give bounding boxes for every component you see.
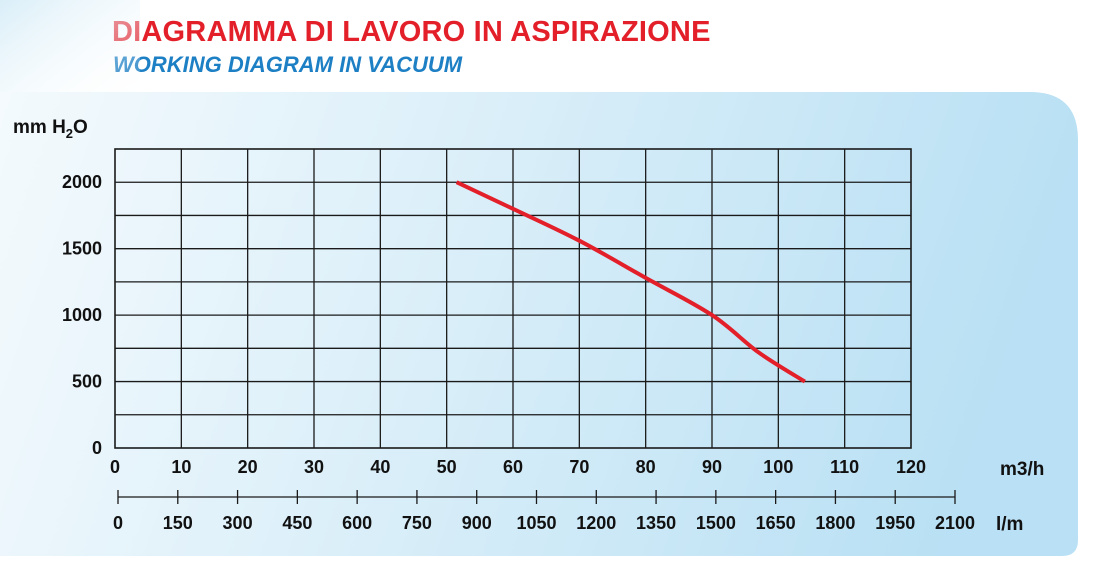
y-tick-label: 0	[92, 438, 102, 458]
x2-tick-label: 1650	[756, 513, 796, 533]
y-axis-label-tail: O	[73, 117, 88, 138]
y-tick-labels: 0 500 1000 1500 2000	[62, 172, 102, 458]
x2-tick-label: 150	[163, 513, 193, 533]
x2-tick-label: 2100	[935, 513, 975, 533]
x-tick-label: 110	[830, 457, 859, 477]
x-tick-label: 50	[437, 457, 457, 477]
x-tick-label: 30	[304, 457, 324, 477]
x2-tick-label: 1950	[875, 513, 915, 533]
x-tick-label: 80	[636, 457, 656, 477]
y-axis-label: mm H2O	[13, 117, 88, 141]
x2-tick-label: 600	[342, 513, 372, 533]
x-tick-label: 40	[370, 457, 390, 477]
x-tick-label: 10	[171, 457, 191, 477]
y-tick-label: 1000	[62, 305, 102, 325]
title-italian: DIAGRAMMA DI LAVORO IN ASPIRAZIONE	[112, 16, 711, 48]
corner-swoosh	[0, 0, 140, 110]
x-axis-label: m3/h	[1000, 459, 1044, 480]
grid-lines	[114, 148, 912, 449]
performance-curve	[455, 180, 806, 384]
y-axis-label-main: mm H	[13, 117, 66, 138]
x2-tick-label: 1050	[516, 513, 556, 533]
x2-tick-label: 750	[402, 513, 432, 533]
y-tick-label: 2000	[62, 172, 102, 192]
x-tick-label: 0	[110, 457, 120, 477]
x2-tick-label: 450	[282, 513, 312, 533]
x-tick-label: 90	[702, 457, 722, 477]
x2-tick-label: 300	[223, 513, 253, 533]
secondary-x-axis: 0 150 300 450 600 750 900 1050 1200 1350 1500 1650 1…	[113, 490, 975, 533]
x2-tick-label: 1500	[696, 513, 736, 533]
title-english: WORKING DIAGRAM IN VACUUM	[113, 52, 463, 77]
y-axis-label-sub: 2	[66, 126, 73, 141]
x2-tick-label: 900	[462, 513, 492, 533]
series-layer	[455, 180, 806, 384]
x2-tick-label: 1350	[636, 513, 676, 533]
x-tick-label: 20	[238, 457, 258, 477]
x-tick-label: 70	[569, 457, 589, 477]
y-tick-label: 500	[72, 372, 102, 392]
x2-axis-label: l/m	[996, 514, 1023, 535]
x-tick-labels: 0 10 20 30 40 50 60 70 80 90 100 110 120	[110, 457, 926, 477]
x-tick-label: 120	[896, 457, 926, 477]
x2-tick-label: 1200	[576, 513, 616, 533]
x2-tick-label: 0	[113, 513, 123, 533]
x2-tick-label: 1800	[815, 513, 855, 533]
y-tick-label: 1500	[62, 239, 102, 259]
x-tick-label: 60	[503, 457, 523, 477]
x-tick-label: 100	[763, 457, 793, 477]
background-panel	[0, 92, 1078, 556]
